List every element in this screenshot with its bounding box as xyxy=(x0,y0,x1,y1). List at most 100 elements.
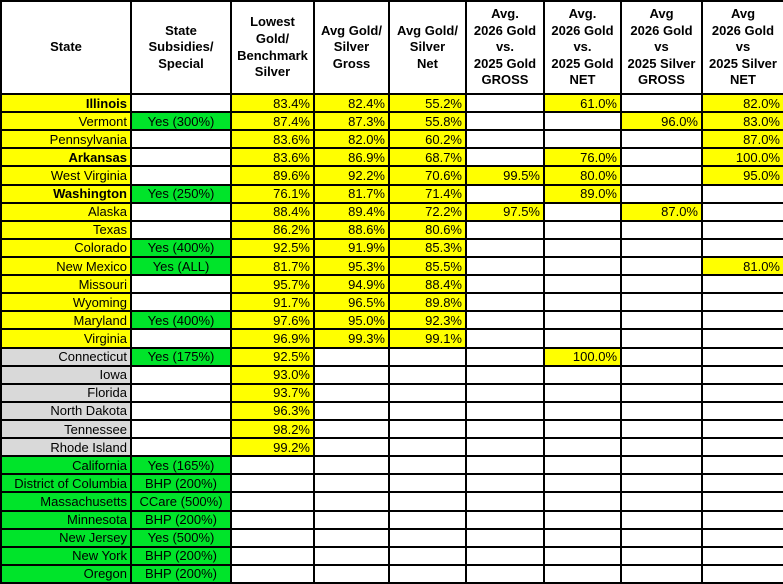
cell-state[interactable]: Minnesota xyxy=(0,509,132,530)
cell-state[interactable]: Virginia xyxy=(0,328,132,349)
cell-avg-gold-silver-gross[interactable]: 94.9% xyxy=(313,274,390,295)
cell-avg-gold-silver-net[interactable] xyxy=(388,563,467,584)
cell-state[interactable]: Maryland xyxy=(0,310,132,331)
cell-2026-gold-vs-2025-gold-gross[interactable] xyxy=(465,364,545,385)
cell-subsidies[interactable] xyxy=(130,328,232,349)
cell-state[interactable]: Texas xyxy=(0,219,132,240)
cell-subsidies[interactable] xyxy=(130,274,232,295)
cell-subsidies[interactable] xyxy=(130,165,232,186)
cell-subsidies[interactable]: BHP (200%) xyxy=(130,473,232,494)
cell-2026-gold-vs-2025-silver-gross[interactable] xyxy=(620,382,703,403)
cell-2026-gold-vs-2025-silver-net[interactable] xyxy=(701,274,783,295)
cell-state[interactable]: Illinois xyxy=(0,92,132,114)
cell-subsidies[interactable] xyxy=(130,418,232,440)
cell-2026-gold-vs-2025-silver-gross[interactable] xyxy=(620,437,703,458)
cell-avg-gold-silver-gross[interactable]: 89.4% xyxy=(313,201,390,222)
cell-2026-gold-vs-2025-gold-gross[interactable] xyxy=(465,418,545,440)
cell-2026-gold-vs-2025-silver-gross[interactable]: 87.0% xyxy=(620,201,703,222)
cell-2026-gold-vs-2025-gold-net[interactable] xyxy=(543,455,622,476)
cell-2026-gold-vs-2025-gold-gross[interactable] xyxy=(465,237,545,258)
cell-avg-gold-silver-net[interactable]: 71.4% xyxy=(388,183,467,204)
cell-avg-gold-silver-net[interactable]: 68.7% xyxy=(388,147,467,168)
cell-state[interactable]: District of Columbia xyxy=(0,473,132,494)
col-header-2026-gold-vs-2025-gold-gross[interactable]: Avg. 2026 Gold vs. 2025 Gold GROSS xyxy=(465,0,545,95)
cell-2026-gold-vs-2025-gold-gross[interactable] xyxy=(465,310,545,331)
cell-2026-gold-vs-2025-gold-net[interactable] xyxy=(543,563,622,584)
cell-avg-gold-silver-net[interactable]: 88.4% xyxy=(388,274,467,295)
cell-avg-gold-silver-gross[interactable]: 86.9% xyxy=(313,147,390,168)
cell-avg-gold-silver-net[interactable] xyxy=(388,491,467,512)
cell-subsidies[interactable] xyxy=(130,437,232,458)
cell-subsidies[interactable]: CCare (500%) xyxy=(130,491,232,512)
cell-2026-gold-vs-2025-silver-gross[interactable] xyxy=(620,563,703,584)
cell-avg-gold-silver-net[interactable]: 80.6% xyxy=(388,219,467,240)
cell-2026-gold-vs-2025-silver-gross[interactable] xyxy=(620,400,703,421)
cell-avg-gold-silver-gross[interactable]: 95.0% xyxy=(313,310,390,331)
cell-2026-gold-vs-2025-silver-net[interactable] xyxy=(701,563,783,584)
col-header-state[interactable]: State xyxy=(0,0,132,95)
cell-avg-gold-silver-gross[interactable] xyxy=(313,455,390,476)
cell-2026-gold-vs-2025-silver-gross[interactable] xyxy=(620,274,703,295)
cell-2026-gold-vs-2025-gold-net[interactable] xyxy=(543,292,622,313)
cell-lowest-gold-benchmark-silver[interactable]: 93.7% xyxy=(230,382,315,403)
cell-2026-gold-vs-2025-gold-gross[interactable] xyxy=(465,346,545,367)
cell-2026-gold-vs-2025-silver-net[interactable] xyxy=(701,364,783,385)
cell-2026-gold-vs-2025-gold-net[interactable] xyxy=(543,418,622,440)
cell-avg-gold-silver-gross[interactable] xyxy=(313,491,390,512)
cell-avg-gold-silver-gross[interactable] xyxy=(313,418,390,440)
cell-subsidies[interactable] xyxy=(130,382,232,403)
cell-2026-gold-vs-2025-gold-net[interactable] xyxy=(543,201,622,222)
cell-avg-gold-silver-net[interactable] xyxy=(388,527,467,548)
cell-2026-gold-vs-2025-gold-net[interactable] xyxy=(543,473,622,494)
cell-subsidies[interactable]: Yes (175%) xyxy=(130,346,232,367)
cell-subsidies[interactable] xyxy=(130,292,232,313)
cell-avg-gold-silver-net[interactable]: 89.8% xyxy=(388,292,467,313)
cell-subsidies[interactable] xyxy=(130,92,232,114)
cell-avg-gold-silver-net[interactable] xyxy=(388,418,467,440)
cell-avg-gold-silver-net[interactable] xyxy=(388,382,467,403)
cell-2026-gold-vs-2025-gold-net[interactable]: 61.0% xyxy=(543,92,622,114)
cell-subsidies[interactable]: Yes (300%) xyxy=(130,111,232,132)
cell-lowest-gold-benchmark-silver[interactable]: 96.9% xyxy=(230,328,315,349)
cell-2026-gold-vs-2025-gold-net[interactable] xyxy=(543,129,622,150)
cell-2026-gold-vs-2025-silver-gross[interactable] xyxy=(620,92,703,114)
cell-state[interactable]: Connecticut xyxy=(0,346,132,367)
cell-2026-gold-vs-2025-gold-gross[interactable] xyxy=(465,509,545,530)
cell-lowest-gold-benchmark-silver[interactable]: 97.6% xyxy=(230,310,315,331)
cell-avg-gold-silver-gross[interactable]: 82.4% xyxy=(313,92,390,114)
cell-2026-gold-vs-2025-gold-gross[interactable] xyxy=(465,455,545,476)
cell-2026-gold-vs-2025-gold-net[interactable] xyxy=(543,219,622,240)
cell-2026-gold-vs-2025-gold-net[interactable] xyxy=(543,364,622,385)
cell-2026-gold-vs-2025-silver-gross[interactable] xyxy=(620,527,703,548)
cell-subsidies[interactable]: Yes (500%) xyxy=(130,527,232,548)
cell-2026-gold-vs-2025-silver-gross[interactable] xyxy=(620,328,703,349)
cell-state[interactable]: Alaska xyxy=(0,201,132,222)
cell-2026-gold-vs-2025-silver-net[interactable] xyxy=(701,328,783,349)
cell-lowest-gold-benchmark-silver[interactable]: 88.4% xyxy=(230,201,315,222)
cell-2026-gold-vs-2025-silver-net[interactable]: 81.0% xyxy=(701,255,783,277)
cell-lowest-gold-benchmark-silver[interactable]: 92.5% xyxy=(230,346,315,367)
cell-avg-gold-silver-gross[interactable]: 88.6% xyxy=(313,219,390,240)
cell-avg-gold-silver-net[interactable] xyxy=(388,473,467,494)
cell-avg-gold-silver-gross[interactable]: 81.7% xyxy=(313,183,390,204)
cell-2026-gold-vs-2025-silver-net[interactable]: 87.0% xyxy=(701,129,783,150)
cell-avg-gold-silver-net[interactable] xyxy=(388,455,467,476)
cell-2026-gold-vs-2025-silver-net[interactable] xyxy=(701,527,783,548)
cell-2026-gold-vs-2025-gold-net[interactable]: 80.0% xyxy=(543,165,622,186)
cell-state[interactable]: Tennessee xyxy=(0,418,132,440)
cell-avg-gold-silver-net[interactable]: 55.8% xyxy=(388,111,467,132)
cell-avg-gold-silver-net[interactable]: 85.5% xyxy=(388,255,467,277)
cell-2026-gold-vs-2025-silver-gross[interactable] xyxy=(620,491,703,512)
cell-2026-gold-vs-2025-gold-net[interactable] xyxy=(543,509,622,530)
cell-subsidies[interactable] xyxy=(130,129,232,150)
cell-2026-gold-vs-2025-silver-net[interactable] xyxy=(701,491,783,512)
cell-avg-gold-silver-gross[interactable] xyxy=(313,527,390,548)
cell-2026-gold-vs-2025-gold-gross[interactable] xyxy=(465,274,545,295)
cell-state[interactable]: Massachusetts xyxy=(0,491,132,512)
cell-2026-gold-vs-2025-gold-gross[interactable] xyxy=(465,473,545,494)
cell-avg-gold-silver-gross[interactable]: 87.3% xyxy=(313,111,390,132)
cell-avg-gold-silver-gross[interactable] xyxy=(313,364,390,385)
cell-2026-gold-vs-2025-silver-gross[interactable] xyxy=(620,219,703,240)
cell-avg-gold-silver-gross[interactable]: 95.3% xyxy=(313,255,390,277)
cell-lowest-gold-benchmark-silver[interactable]: 83.6% xyxy=(230,147,315,168)
